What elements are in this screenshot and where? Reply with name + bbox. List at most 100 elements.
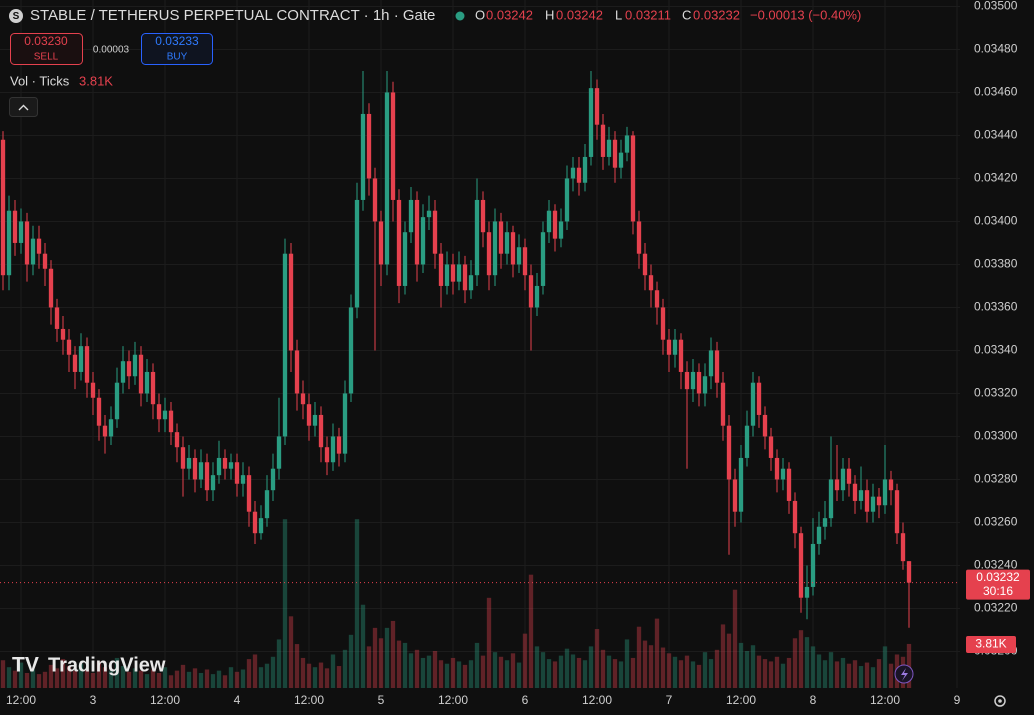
volume-bar	[48, 664, 54, 688]
candle-body	[474, 199, 480, 276]
volume-bar	[408, 653, 414, 688]
candle-body	[774, 457, 780, 480]
sell-price[interactable]: 0.03230	[24, 34, 68, 48]
volume-bar	[12, 670, 18, 688]
candle-body	[720, 382, 726, 426]
settings-icon[interactable]	[998, 699, 1002, 703]
candle-body	[468, 275, 474, 291]
volume-bar	[648, 645, 654, 688]
volume-bar	[360, 604, 366, 688]
candle-body	[642, 253, 648, 276]
x-tick-label: 12:00	[294, 693, 324, 707]
candle-body	[684, 371, 690, 390]
sell-label[interactable]: SELL	[34, 52, 59, 63]
candle-body	[270, 468, 276, 491]
volume-bar	[426, 655, 432, 688]
volume-bar	[510, 653, 516, 688]
sell-box[interactable]	[10, 33, 83, 65]
volume-bar	[288, 616, 294, 688]
volume-bar	[744, 651, 750, 688]
candle-body	[486, 232, 492, 276]
candle-body	[372, 178, 378, 222]
volume-bar	[102, 667, 108, 688]
candle-body	[624, 135, 630, 153]
candle-body	[48, 268, 54, 308]
volume-bar	[96, 661, 102, 688]
candle-body	[792, 500, 798, 534]
volume-bar	[420, 657, 426, 688]
volume-bar	[294, 644, 300, 688]
candle-body	[30, 238, 36, 265]
volume-bar	[780, 663, 786, 688]
volume-pane	[0, 519, 912, 688]
buy-box[interactable]	[141, 33, 213, 65]
collapse-button[interactable]	[9, 97, 38, 117]
x-tick-label: 7	[666, 693, 673, 707]
x-tick-label: 9	[954, 693, 961, 707]
volume-bar	[210, 674, 216, 688]
volume-bar	[558, 655, 564, 688]
candle-body	[846, 468, 852, 484]
candle-body	[696, 371, 702, 394]
volume-bar	[156, 672, 162, 688]
buy-button[interactable]: 0.03233 BUY	[141, 33, 213, 65]
collapse-icon[interactable]	[18, 104, 29, 111]
volume-bar	[168, 675, 174, 688]
volume-bar	[480, 655, 486, 688]
volume-bar	[870, 667, 876, 688]
volume-bar	[750, 645, 756, 688]
candle-body	[342, 393, 348, 454]
volume-bar	[462, 664, 468, 688]
candle-body	[858, 490, 864, 501]
volume-bar	[474, 642, 480, 688]
volume-bar	[762, 659, 768, 688]
last-price-label: 0.03232	[976, 570, 1020, 584]
volume-bar	[198, 672, 204, 688]
volume-bar	[822, 660, 828, 688]
volume-bar	[702, 652, 708, 688]
volume-bar	[336, 666, 342, 688]
chart-title[interactable]: STABLE / TETHERUS PERPETUAL CONTRACT · 1…	[30, 7, 435, 24]
buy-label[interactable]: BUY	[167, 52, 188, 63]
y-tick-label: 0.03440	[974, 128, 1018, 142]
volume-bar	[138, 670, 144, 688]
volume-bar	[630, 657, 636, 688]
volume-bar	[114, 657, 120, 688]
candle-body	[324, 447, 330, 463]
last-price-tag	[966, 569, 1030, 600]
candle-body	[96, 397, 102, 426]
candle-body	[198, 462, 204, 480]
volume-bar	[354, 519, 360, 688]
volume-bar	[552, 661, 558, 688]
candle-body	[180, 447, 186, 469]
volume-bar	[36, 674, 42, 688]
volume-bar	[564, 648, 570, 688]
candle-body	[120, 361, 126, 383]
volume-bar	[858, 666, 864, 688]
settings-button[interactable]	[994, 695, 1006, 707]
volume-bar	[672, 656, 678, 688]
volume-bar	[204, 669, 210, 688]
volume-bar	[498, 656, 504, 688]
volume-bar	[390, 620, 396, 688]
volume-bar	[312, 667, 318, 688]
x-tick-label: 3	[90, 693, 97, 707]
volume-bar	[798, 630, 804, 688]
volume-bar	[738, 642, 744, 688]
candle-body	[546, 210, 552, 233]
volume-bar	[516, 662, 522, 688]
volume-bar	[888, 663, 894, 688]
candle-body	[672, 339, 678, 355]
grid	[0, 0, 960, 688]
sell-button[interactable]: 0.03230 SELL	[10, 33, 83, 65]
buy-price[interactable]: 0.03233	[155, 34, 199, 48]
candle-body	[810, 543, 816, 587]
candle-body	[54, 307, 60, 329]
volume-bar	[636, 626, 642, 688]
replay-icon[interactable]	[901, 668, 908, 681]
candle-body	[432, 210, 438, 254]
candle-body	[204, 462, 210, 491]
axes: 0.032000.032200.032400.032600.032800.033…	[6, 0, 1018, 707]
candle-body	[78, 346, 84, 372]
x-tick-label: 12:00	[438, 693, 468, 707]
